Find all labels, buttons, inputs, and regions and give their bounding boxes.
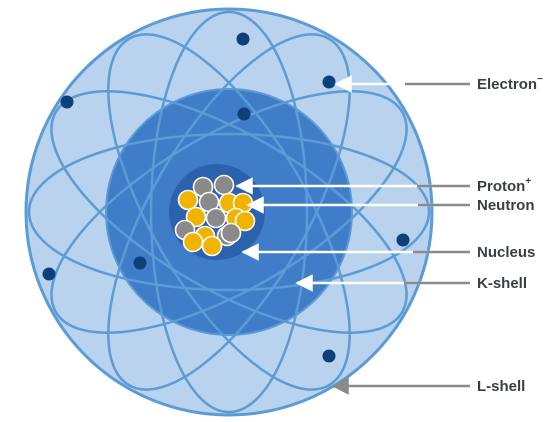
- orbit-4: [149, 10, 309, 414]
- electron-2: [60, 95, 74, 109]
- neutron-3: [177, 189, 199, 211]
- nucleus-label: Nucleus: [477, 244, 535, 261]
- neutron-15: [201, 235, 223, 257]
- neutron-13: [234, 210, 256, 232]
- orbit-lines: [27, 10, 431, 414]
- neutron-14: [182, 231, 204, 253]
- neutron-7: [185, 206, 207, 228]
- proton-16: [220, 222, 242, 244]
- electron-1: [236, 32, 250, 46]
- electron-label: Electron−: [477, 74, 543, 93]
- orbit-3: [107, 33, 351, 391]
- orbit-6: [50, 90, 408, 334]
- orbit-2: [50, 90, 408, 334]
- proton-label: Proton+: [477, 176, 531, 195]
- neutron-label: Neutron: [477, 197, 535, 214]
- nucleus: [174, 174, 256, 257]
- electron-7: [133, 256, 147, 270]
- pointer-lines: [235, 75, 470, 395]
- proton-2: [213, 174, 235, 196]
- electron-8: [322, 349, 336, 363]
- electron-4: [237, 107, 251, 121]
- electrons: [42, 32, 410, 363]
- electron-6: [42, 267, 56, 281]
- k-shell-label: K-shell: [477, 275, 527, 292]
- orbit-1: [27, 132, 431, 292]
- electron-5: [396, 233, 410, 247]
- labels: Electron− Proton+ Neutron Nucleus K-shel…: [477, 74, 543, 395]
- l-shell-label: L-shell: [477, 378, 525, 395]
- proton-8: [205, 207, 227, 229]
- electron-3: [322, 75, 336, 89]
